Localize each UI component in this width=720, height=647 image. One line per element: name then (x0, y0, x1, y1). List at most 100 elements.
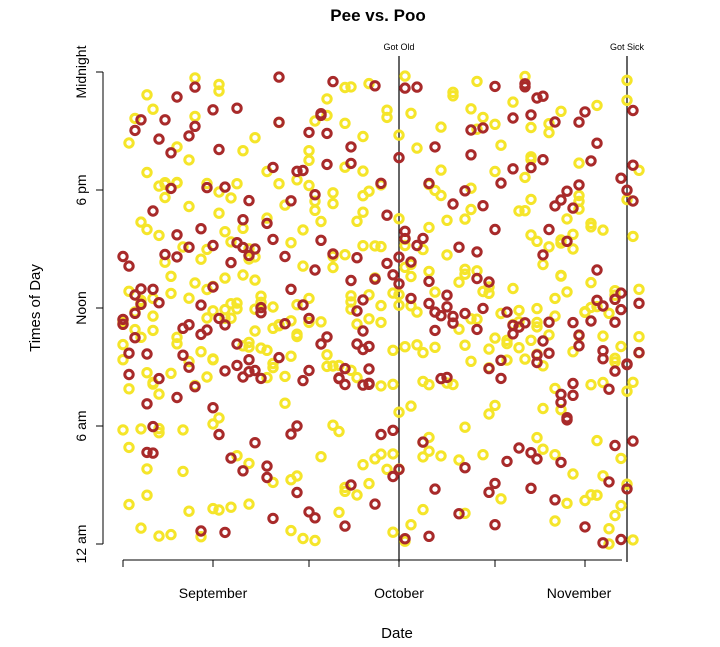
red-point (417, 232, 429, 245)
yellow-point (483, 408, 495, 420)
red-point (183, 319, 195, 331)
red-point (573, 329, 585, 341)
yellow-point (321, 109, 333, 122)
yellow-point (171, 338, 183, 350)
red-point (561, 185, 573, 197)
yellow-point (459, 268, 471, 280)
yellow-point (183, 154, 195, 166)
red-point (219, 526, 231, 539)
red-point (183, 361, 195, 373)
red-point (123, 368, 135, 381)
yellow-point (153, 427, 165, 439)
yellow-point (459, 263, 471, 275)
red-point (273, 351, 285, 364)
red-point (597, 300, 609, 312)
yellow-point (219, 303, 231, 316)
yellow-point (585, 276, 597, 289)
yellow-point (513, 304, 525, 317)
yellow-point (441, 214, 453, 227)
red-point (123, 347, 135, 359)
red-point (477, 200, 489, 212)
yellow-point (447, 378, 459, 391)
yellow-point (567, 243, 579, 255)
yellow-point (483, 281, 495, 293)
yellow-point (375, 448, 387, 460)
yellow-point (285, 524, 297, 537)
red-point (345, 157, 357, 170)
red-point (633, 297, 645, 309)
red-point (471, 246, 483, 258)
yellow-point (261, 344, 273, 356)
yellow-point (627, 230, 639, 243)
red-point (363, 377, 375, 389)
red-point (207, 402, 219, 414)
red-point (165, 147, 177, 159)
yellow-point (465, 355, 477, 367)
red-point (531, 453, 543, 465)
red-point (207, 104, 219, 116)
red-point (621, 184, 633, 196)
yellow-point (393, 213, 405, 225)
yellow-point (507, 96, 519, 108)
yellow-point (207, 418, 219, 430)
red-point (315, 109, 327, 122)
yellow-point (255, 342, 267, 354)
yellow-point (495, 493, 507, 505)
yellow-point (171, 331, 183, 343)
yellow-point (141, 489, 153, 501)
red-point (483, 362, 495, 375)
red-point (249, 243, 261, 255)
yellow-point (327, 187, 339, 199)
yellow-point (399, 70, 411, 82)
red-point (447, 198, 459, 210)
red-point (285, 195, 297, 207)
yellow-point (381, 463, 393, 475)
yellow-point (219, 226, 231, 238)
red-point (591, 137, 603, 149)
yellow-point (213, 207, 225, 219)
yellow-point (459, 339, 471, 351)
annotation-label: Got Sick (610, 42, 645, 52)
yellow-point (513, 205, 525, 217)
yellow-point (309, 534, 321, 547)
red-point (171, 391, 183, 404)
red-point (225, 452, 237, 464)
yellow-point (123, 383, 135, 395)
yellow-point (189, 110, 201, 123)
yellow-point (189, 72, 201, 84)
yellow-point (363, 313, 375, 325)
red-point (489, 223, 501, 236)
yellow-point (117, 354, 129, 366)
red-point (345, 141, 357, 153)
yellow-point (387, 526, 399, 538)
red-point (549, 494, 561, 506)
yellow-point (543, 126, 555, 139)
yellow-point (183, 505, 195, 517)
yellow-point (585, 379, 597, 391)
yellow-point (543, 241, 555, 253)
yellow-point (459, 507, 471, 519)
red-point (267, 512, 279, 525)
yellow-point (303, 154, 315, 167)
yellow-point (309, 195, 321, 207)
red-point (267, 233, 279, 246)
red-point (129, 307, 141, 319)
yellow-point (555, 234, 567, 246)
red-point (423, 530, 435, 542)
yellow-point (507, 282, 519, 295)
red-point (429, 324, 441, 337)
yellow-point (339, 485, 351, 497)
red-point (609, 365, 621, 377)
yellow-point (189, 277, 201, 289)
yellow-point (267, 357, 279, 370)
data-points (117, 70, 645, 550)
red-point (219, 181, 231, 193)
yellow-point (333, 506, 345, 518)
yellow-point (447, 90, 459, 102)
yellow-point (537, 402, 549, 415)
yellow-point (153, 229, 165, 242)
red-point (153, 372, 165, 385)
yellow-point (291, 299, 303, 311)
yellow-point (393, 129, 405, 141)
